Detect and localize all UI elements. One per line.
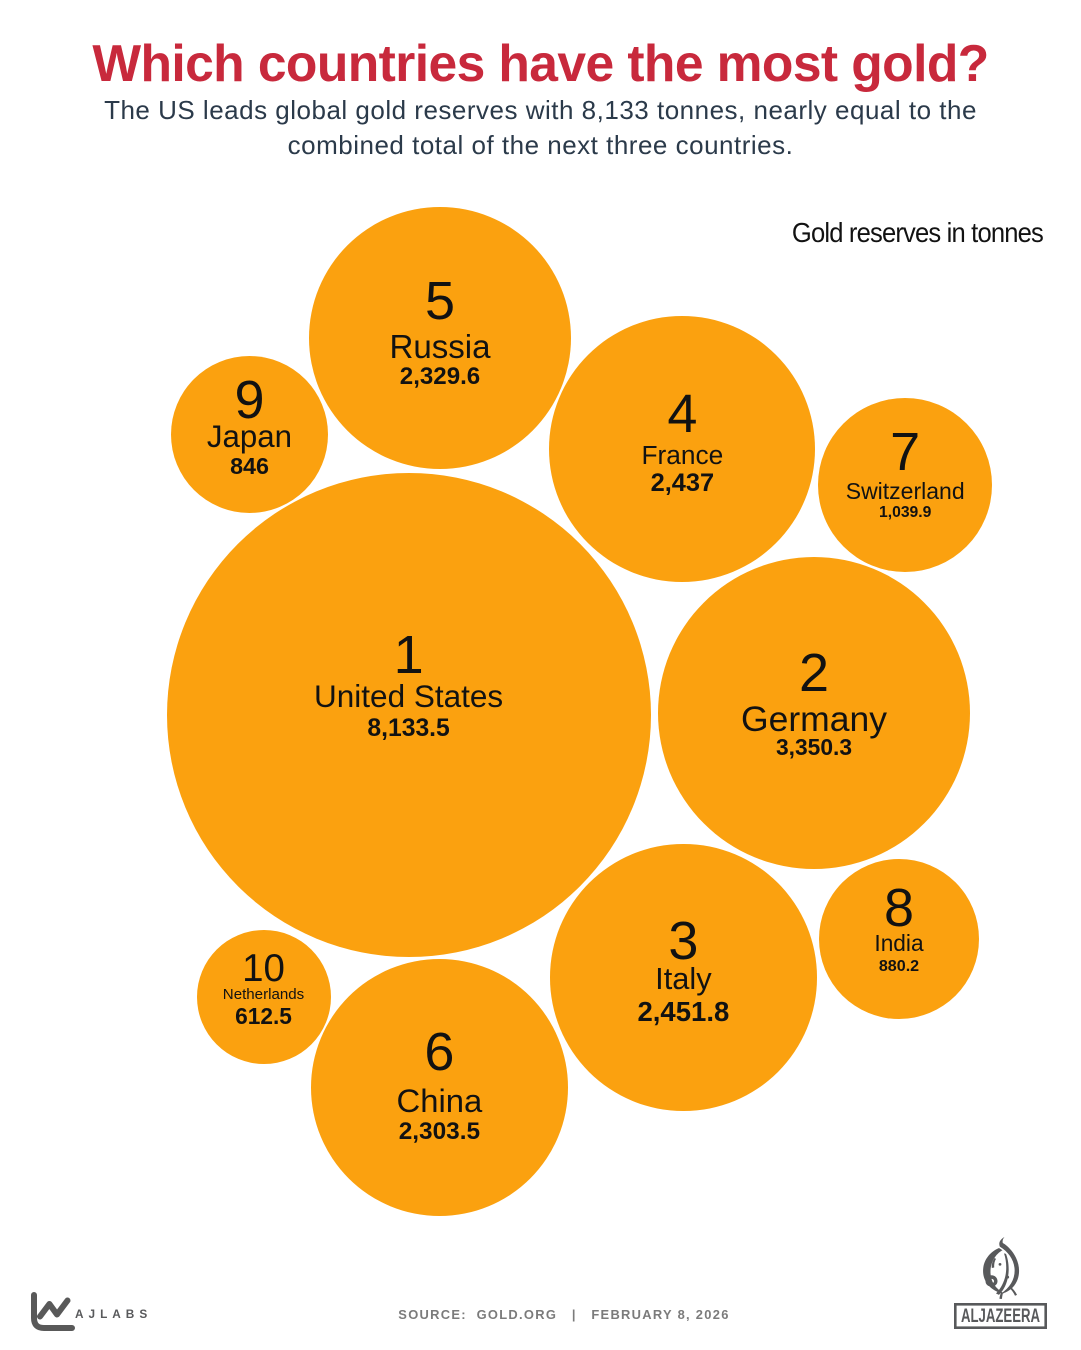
svg-text:ALJAZEERA: ALJAZEERA bbox=[961, 1306, 1040, 1327]
